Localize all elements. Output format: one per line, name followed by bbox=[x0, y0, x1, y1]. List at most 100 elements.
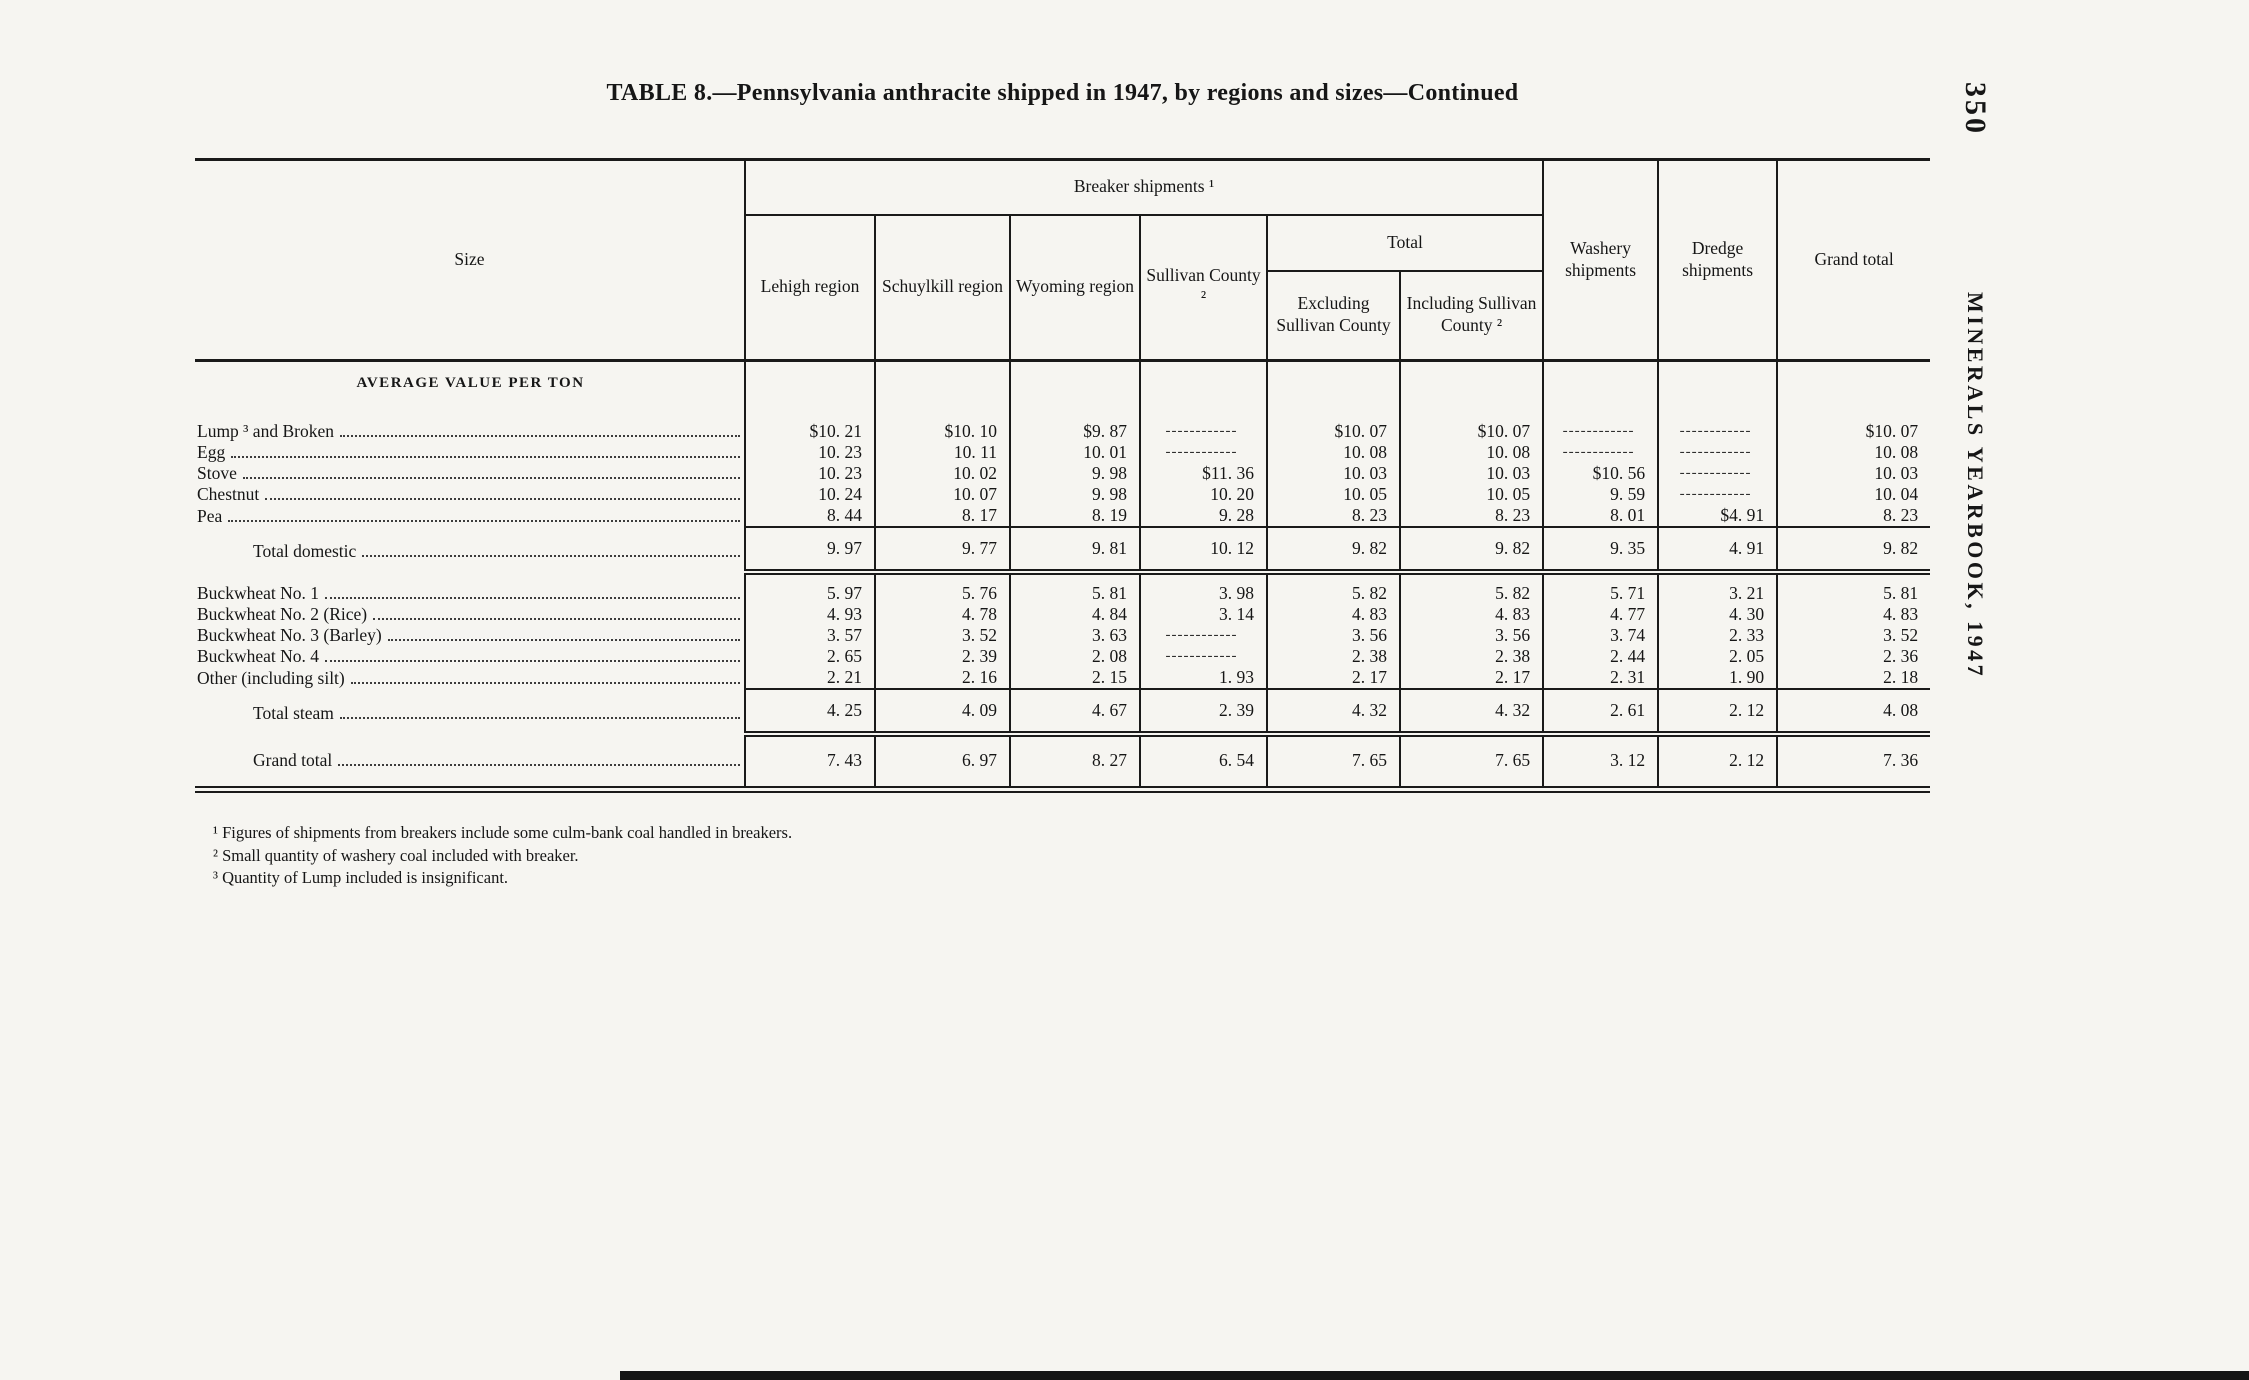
row-label-text: Buckwheat No. 3 (Barley) bbox=[197, 624, 382, 645]
value-cell: 4. 25 bbox=[744, 687, 875, 737]
table-row: Buckwheat No. 1 5. 97 5. 76 5. 81 3. 98 5. 82… bbox=[195, 571, 1931, 604]
value-cell: 2. 05 bbox=[1657, 645, 1778, 667]
value-cell: 4. 93 bbox=[744, 603, 875, 625]
value-cell: 8. 17 bbox=[874, 504, 1010, 527]
value-cell: 2. 17 bbox=[1398, 666, 1544, 689]
value-cell: 2. 15 bbox=[1009, 666, 1140, 689]
value-cell: $10. 07 bbox=[1776, 412, 1931, 442]
table-body: AVERAGE VALUE PER TON Lump ³ and Broken $… bbox=[195, 360, 1931, 789]
value-cell: 4. 30 bbox=[1657, 603, 1778, 625]
value-cell: 3. 21 bbox=[1657, 571, 1778, 604]
value-cell: 2. 08 bbox=[1009, 645, 1140, 667]
table-row: Grand total 7. 43 6. 97 8. 27 6. 54 7. 65 7. 6… bbox=[195, 733, 1931, 789]
leader-dots bbox=[339, 434, 740, 437]
section-header-row: AVERAGE VALUE PER TON bbox=[195, 360, 1931, 413]
leader-dots bbox=[242, 476, 740, 479]
value-cell: 4. 77 bbox=[1542, 603, 1659, 625]
value-cell: 3. 56 bbox=[1266, 624, 1400, 646]
value-cell: 9. 77 bbox=[874, 525, 1010, 575]
value-cell: 4. 91 bbox=[1657, 525, 1778, 575]
value-cell: ------------ bbox=[1139, 412, 1267, 442]
leader-dots bbox=[338, 763, 740, 766]
row-label-text: Total steam bbox=[253, 702, 334, 723]
value-cell: 2. 65 bbox=[744, 645, 875, 667]
row-label-text: Grand total bbox=[253, 749, 333, 770]
row-label-text: Stove bbox=[197, 462, 237, 483]
value-cell: 3. 12 bbox=[1542, 733, 1659, 789]
page-title: TABLE 8.—Pennsylvania anthracite shipped… bbox=[606, 80, 1519, 106]
column-header-schuylkill: Schuylkill region bbox=[874, 214, 1010, 361]
value-cell: 5. 71 bbox=[1542, 571, 1659, 604]
value-cell: ------------ bbox=[1139, 624, 1267, 646]
value-cell: $10. 21 bbox=[744, 412, 875, 442]
value-cell: $10. 56 bbox=[1542, 462, 1659, 484]
leader-dots bbox=[339, 716, 740, 719]
value-cell: 10. 02 bbox=[874, 462, 1010, 484]
value-cell: $4. 91 bbox=[1657, 504, 1778, 527]
table-row: Total domestic 9. 97 9. 77 9. 81 10. 12 9. 82… bbox=[195, 525, 1931, 575]
value-cell: $11. 36 bbox=[1139, 462, 1267, 484]
value-cell: 8. 44 bbox=[744, 504, 875, 527]
column-header-lehigh: Lehigh region bbox=[744, 214, 875, 361]
value-cell: 8. 27 bbox=[1009, 733, 1140, 789]
row-label: Chestnut bbox=[195, 484, 745, 505]
table-row: Pea 8. 44 8. 17 8. 19 9. 28 8. 23 8. 23 8. 01 $4… bbox=[195, 504, 1931, 527]
margin-running-title: MINERALS YEARBOOK, 1947 bbox=[1963, 292, 1988, 680]
value-cell: 4. 83 bbox=[1398, 603, 1544, 625]
value-cell: 10. 01 bbox=[1009, 441, 1140, 463]
row-label-text: Pea bbox=[197, 505, 223, 526]
value-cell: 10. 23 bbox=[744, 441, 875, 463]
value-cell: 4. 32 bbox=[1266, 687, 1400, 737]
anthracite-value-table: Size Breaker shipments ¹ Washery shipmen… bbox=[195, 158, 1931, 793]
leader-dots bbox=[265, 497, 740, 500]
value-cell: 6. 97 bbox=[874, 733, 1010, 789]
value-cell: $10. 07 bbox=[1398, 412, 1544, 442]
value-cell: 1. 93 bbox=[1139, 666, 1267, 689]
row-label: Stove bbox=[195, 463, 745, 484]
table-row: Buckwheat No. 2 (Rice) 4. 93 4. 78 4. 84 3. … bbox=[195, 603, 1931, 625]
table-row: Total steam 4. 25 4. 09 4. 67 2. 39 4. 32 4. 3… bbox=[195, 687, 1931, 737]
value-cell: $9. 87 bbox=[1009, 412, 1140, 442]
value-cell: 2. 36 bbox=[1776, 645, 1931, 667]
group-header-breaker-shipments: Breaker shipments ¹ bbox=[743, 159, 1544, 216]
value-cell: 10. 08 bbox=[1776, 441, 1931, 463]
value-cell: 10. 05 bbox=[1398, 483, 1544, 505]
value-cell: 2. 44 bbox=[1542, 645, 1659, 667]
value-cell: 4. 83 bbox=[1266, 603, 1400, 625]
table-row: Buckwheat No. 3 (Barley) 3. 57 3. 52 3. 63-… bbox=[195, 624, 1931, 646]
value-cell: 2. 39 bbox=[874, 645, 1010, 667]
value-cell: 2. 38 bbox=[1266, 645, 1400, 667]
value-cell: 5. 76 bbox=[874, 571, 1010, 604]
value-cell: 9. 59 bbox=[1542, 483, 1659, 505]
column-header-including-sullivan: Including Sullivan County ² bbox=[1398, 270, 1544, 361]
row-label: Total steam bbox=[195, 689, 745, 734]
table-row: Other (including silt) 2. 21 2. 16 2. 15 1. … bbox=[195, 666, 1931, 689]
value-cell: 10. 03 bbox=[1266, 462, 1400, 484]
column-header-wyoming: Wyoming region bbox=[1009, 214, 1140, 361]
value-cell: 2. 18 bbox=[1776, 666, 1931, 689]
value-cell: 9. 98 bbox=[1009, 483, 1140, 505]
value-cell: 9. 81 bbox=[1009, 525, 1140, 575]
leader-dots bbox=[387, 638, 740, 641]
column-header-excluding-sullivan: Excluding Sullivan County bbox=[1266, 270, 1400, 361]
value-cell: 2. 12 bbox=[1657, 687, 1778, 737]
value-cell: 8. 19 bbox=[1009, 504, 1140, 527]
value-cell: 7. 43 bbox=[744, 733, 875, 789]
table-row: Chestnut 10. 24 10. 07 9. 98 10. 20 10. 05 10.… bbox=[195, 483, 1931, 505]
value-cell: 4. 83 bbox=[1776, 603, 1931, 625]
value-cell: 5. 97 bbox=[744, 571, 875, 604]
leader-dots bbox=[350, 681, 740, 684]
value-cell: 10. 07 bbox=[874, 483, 1010, 505]
value-cell: 8. 23 bbox=[1776, 504, 1931, 527]
table-row: Buckwheat No. 4 2. 65 2. 39 2. 08 ----------… bbox=[195, 645, 1931, 667]
row-label-text: Total domestic bbox=[253, 540, 357, 561]
row-label-text: Buckwheat No. 1 bbox=[197, 582, 319, 603]
value-cell: 10. 20 bbox=[1139, 483, 1267, 505]
value-cell: 7. 65 bbox=[1398, 733, 1544, 789]
leader-dots bbox=[362, 554, 740, 557]
value-cell: 10. 23 bbox=[744, 462, 875, 484]
value-cell: ------------ bbox=[1657, 441, 1778, 463]
row-label: Other (including silt) bbox=[195, 667, 745, 689]
section-header-average-value: AVERAGE VALUE PER TON bbox=[356, 374, 585, 391]
value-cell: 4. 32 bbox=[1398, 687, 1544, 737]
